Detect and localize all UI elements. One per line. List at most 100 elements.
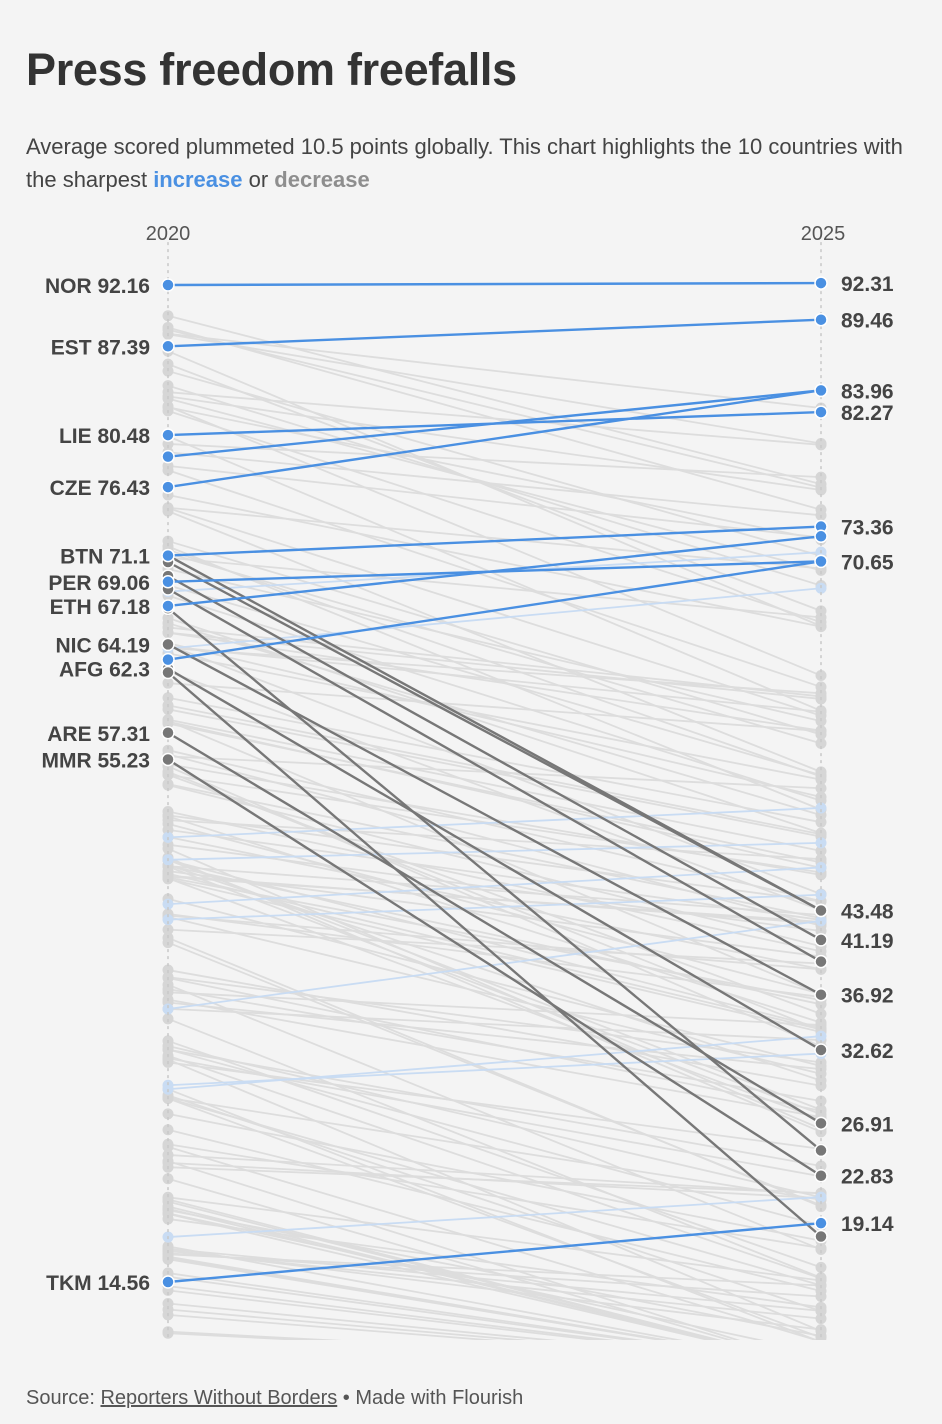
left-value-label: NIC 64.19 (55, 634, 150, 657)
source-label: Source: (26, 1387, 101, 1409)
context-dot (162, 843, 174, 855)
chart-subtitle: Average scored plummeted 10.5 points glo… (26, 130, 926, 196)
series-dot-2025 (814, 529, 828, 544)
context-line (167, 1097, 822, 1339)
context-dot (815, 802, 827, 814)
left-value-label: CZE 76.43 (50, 477, 150, 500)
left-value-label: LIE 80.48 (59, 425, 150, 448)
context-line (167, 1302, 557, 1340)
right-value-label: 36.92 (841, 985, 894, 1008)
context-dot (162, 898, 174, 910)
context-line (167, 682, 822, 732)
source-link[interactable]: Reporters Without Borders (100, 1387, 338, 1409)
context-dot (162, 400, 174, 412)
left-value-label: MMR 55.23 (41, 749, 150, 772)
context-line (167, 395, 822, 491)
left-value-label: TKM 14.56 (46, 1272, 150, 1295)
context-line (167, 774, 822, 874)
context-line (167, 988, 822, 1102)
context-dot (815, 915, 827, 927)
context-line (167, 998, 822, 1119)
context-line (167, 1143, 822, 1249)
context-line (167, 1258, 667, 1340)
context-line (167, 870, 822, 958)
series-dot-2025 (814, 383, 828, 398)
context-line (167, 587, 822, 650)
subtitle-connector: or (242, 167, 275, 192)
context-dot (162, 612, 174, 624)
series-dot-2020 (161, 1275, 175, 1289)
right-value-label: 32.62 (841, 1040, 894, 1063)
context-line (167, 545, 822, 811)
series-dot-2025 (814, 1229, 828, 1244)
context-dot (162, 310, 174, 322)
context-line (167, 1054, 822, 1280)
series-line (167, 281, 822, 287)
left-value-label: ARE 57.31 (47, 723, 150, 746)
slope-chart: 2020 2025 NOR 92.16 EST 87.39 LIE 80.48 CZE… (41, 223, 894, 1340)
context-dot (815, 737, 827, 749)
series-line (167, 318, 822, 348)
series-dot-2025 (814, 312, 828, 327)
context-line (167, 1247, 822, 1312)
context-line (167, 1200, 721, 1340)
context-dot (815, 582, 827, 594)
context-line (167, 622, 822, 816)
context-line (167, 1207, 716, 1340)
right-value-label: 73.36 (841, 517, 894, 540)
context-line (167, 898, 822, 1067)
context-line (167, 1196, 822, 1282)
context-line (167, 652, 822, 781)
context-dot (815, 439, 827, 451)
series-line (167, 525, 822, 557)
context-line (167, 584, 822, 777)
series-dot-2020 (161, 278, 175, 292)
context-line (167, 1248, 822, 1331)
context-line (167, 469, 822, 688)
context-line (167, 807, 822, 839)
context-line (167, 332, 822, 409)
context-line (167, 384, 822, 587)
context-dot (815, 1272, 827, 1284)
left-value-label: AFG 62.3 (59, 659, 150, 682)
context-line (167, 784, 822, 948)
series-dot-2025 (814, 954, 828, 969)
context-line (167, 370, 822, 557)
context-line (167, 350, 822, 627)
series-dot-2020 (161, 480, 175, 494)
context-line (167, 1308, 530, 1340)
context-line (167, 1272, 644, 1340)
series-dot-2025 (814, 1116, 828, 1131)
legend-increase: increase (153, 167, 243, 192)
context-dot (815, 605, 827, 617)
context-line (167, 1048, 822, 1167)
context-dot (815, 1313, 827, 1325)
context-line (167, 1275, 636, 1340)
highlighted-lines (161, 276, 828, 1289)
context-line (167, 865, 822, 916)
series-dot-2020 (161, 752, 175, 767)
context-line (167, 328, 822, 489)
context-line (167, 991, 822, 1026)
series-line (167, 560, 822, 661)
context-line (167, 556, 822, 619)
context-line (167, 1313, 499, 1340)
context-line (167, 708, 822, 838)
context-line (167, 865, 822, 1116)
series-dot-2025 (814, 1043, 828, 1057)
context-line (167, 1045, 822, 1199)
series-dot-2025 (814, 1216, 828, 1230)
x-label-2020: 2020 (146, 223, 191, 245)
left-value-label: BTN 71.1 (60, 546, 150, 569)
context-line (167, 823, 822, 995)
context-line (167, 859, 822, 1029)
series-dot-2020 (161, 599, 175, 613)
context-line (167, 874, 822, 925)
context-line (167, 815, 822, 1024)
context-line (167, 928, 822, 965)
series-dot-2020 (161, 652, 175, 667)
series-line (167, 667, 822, 1052)
context-line (167, 1245, 683, 1340)
context-line (167, 1035, 822, 1091)
series-dot-2025 (814, 933, 828, 947)
